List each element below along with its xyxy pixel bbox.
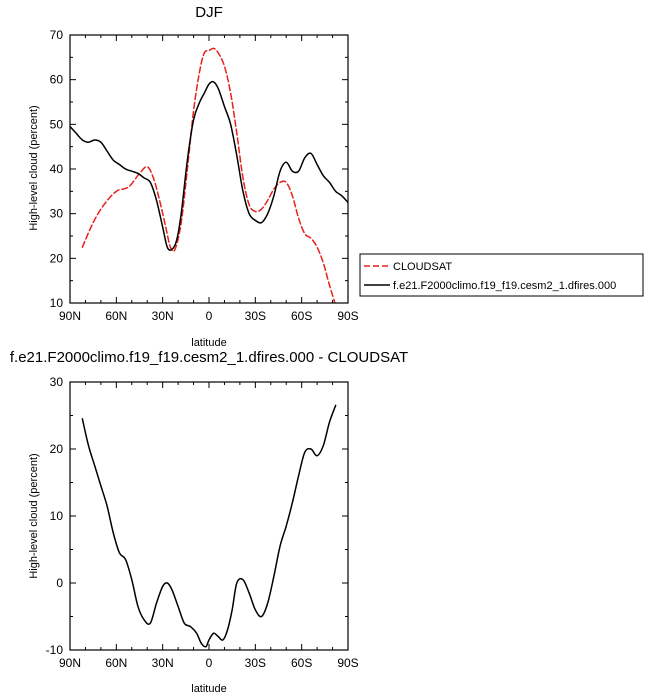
bottom-x-tick-label: 60S xyxy=(291,656,312,670)
top-y-tick-label: 50 xyxy=(50,117,64,131)
bottom-x-tick-label: 30S xyxy=(245,656,266,670)
top-x-tick-label: 60S xyxy=(291,309,312,323)
bottom-y-tick-label: 0 xyxy=(56,576,63,590)
bottom-plot-area: 90N 60N 30N 0 30S 60S 90S -10 0 10 20 30 xyxy=(46,375,359,670)
top-y-tick-label: 60 xyxy=(50,73,64,87)
top-y-tick-label: 20 xyxy=(50,251,64,265)
top-y-tick-label: 70 xyxy=(50,28,64,42)
top-y-axis-label: High-level cloud (percent) xyxy=(28,105,40,230)
bottom-y-tick-label: 10 xyxy=(50,509,64,523)
top-series-line-1 xyxy=(81,47,336,303)
bottom-x-tick-label: 0 xyxy=(206,656,213,670)
bottom-y-axis-label: High-level cloud (percent) xyxy=(28,453,40,578)
bottom-panel: f.e21.F2000climo.f19_f19.cesm2_1.dfires.… xyxy=(10,349,408,695)
top-x-tick-label: 90S xyxy=(337,309,358,323)
top-series-line-2 xyxy=(70,80,348,251)
top-plot-frame xyxy=(69,34,349,304)
bottom-series-line-1 xyxy=(81,404,337,648)
legend-label-cloudsat: CLOUDSAT xyxy=(393,261,452,273)
bottom-y-tick-label: 30 xyxy=(50,375,64,389)
bottom-series-group xyxy=(81,404,337,648)
top-x-tick-label: 30S xyxy=(245,309,266,323)
bottom-x-axis-label: latitude xyxy=(191,683,226,695)
top-x-tick-label: 60N xyxy=(105,309,127,323)
top-y-tick-label: 30 xyxy=(50,207,64,221)
legend-box xyxy=(359,253,644,297)
bottom-x-tick-label: 30N xyxy=(152,656,174,670)
top-x-tick-label: 90N xyxy=(59,309,81,323)
bottom-y-tick-label: 20 xyxy=(50,442,64,456)
bottom-title: f.e21.F2000climo.f19_f19.cesm2_1.dfires.… xyxy=(10,349,408,366)
top-y-tick-label: 40 xyxy=(50,162,64,176)
bottom-y-tick-label: -10 xyxy=(46,643,64,657)
top-x-tick-label: 30N xyxy=(152,309,174,323)
bottom-x-tick-label: 90N xyxy=(59,656,81,670)
top-x-tick-label: 0 xyxy=(206,309,213,323)
legend: CLOUDSAT f.e21.F2000climo.f19_f19.cesm2_… xyxy=(359,253,644,297)
top-panel: DJF High-level cloud (percent) latitude … xyxy=(28,4,644,349)
bottom-x-tick-label: 90S xyxy=(337,656,358,670)
top-plot-area: 90N 60N 30N 0 30S 60S 90S 10 20 30 40 50 60 70 xyxy=(50,28,359,323)
top-x-axis-label: latitude xyxy=(191,337,226,349)
bottom-x-tick-label: 60N xyxy=(105,656,127,670)
top-title: DJF xyxy=(195,4,223,21)
legend-label-model: f.e21.F2000climo.f19_f19.cesm2_1.dfires.… xyxy=(393,280,616,292)
bottom-plot-frame xyxy=(69,381,349,651)
top-series-group xyxy=(70,47,348,303)
top-y-tick-label: 10 xyxy=(50,296,64,310)
